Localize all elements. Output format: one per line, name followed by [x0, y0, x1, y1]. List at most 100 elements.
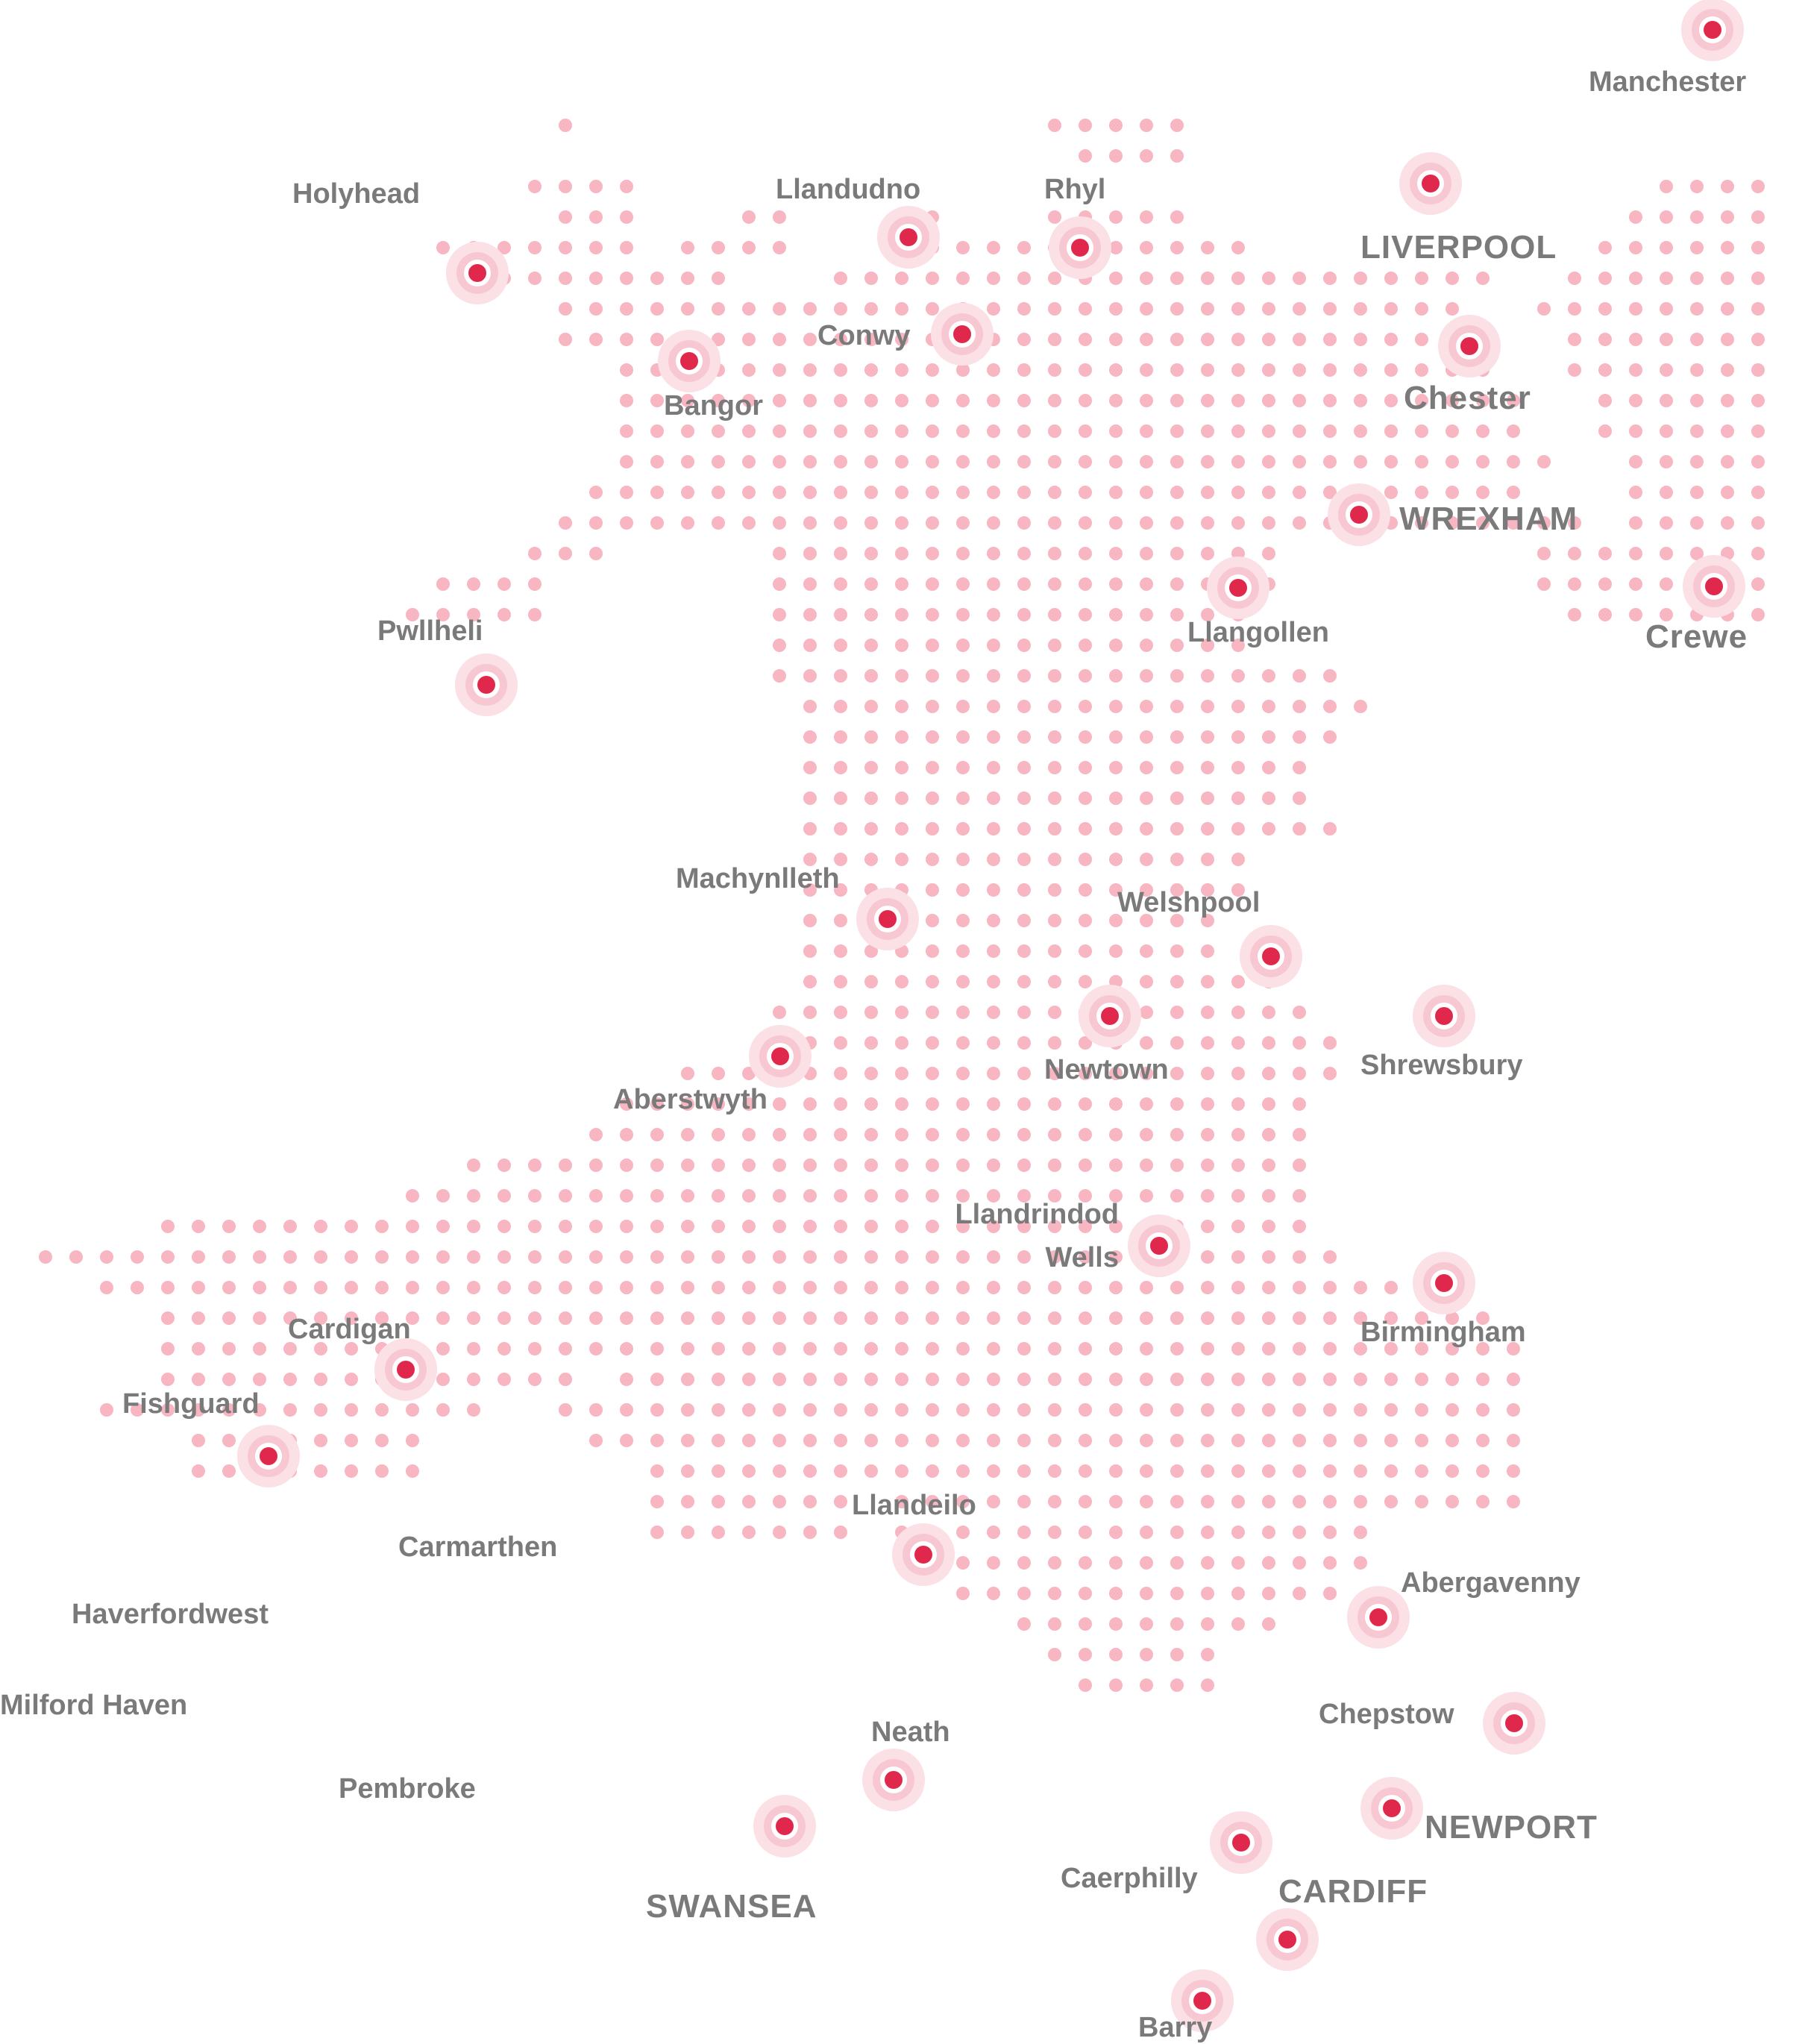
- map-dot: [1384, 302, 1398, 316]
- map-dot: [1201, 394, 1214, 407]
- map-dot: [803, 1464, 817, 1478]
- llandudno-marker[interactable]: [877, 206, 940, 269]
- map-dot: [1293, 1373, 1306, 1386]
- map-dot: [987, 363, 1000, 377]
- map-dot: [803, 669, 817, 683]
- map-dot: [1017, 1220, 1031, 1233]
- map-dot: [1079, 1373, 1092, 1386]
- map-dot: [773, 1220, 786, 1233]
- map-dot: [926, 1342, 939, 1355]
- map-dot: [1017, 302, 1031, 316]
- map-dot: [1048, 1128, 1061, 1141]
- map-dot: [1384, 1403, 1398, 1417]
- map-dot: [803, 1220, 817, 1233]
- map-dot: [773, 1128, 786, 1141]
- map-dot: [1660, 486, 1673, 499]
- caerphilly-marker[interactable]: [1210, 1811, 1272, 1874]
- wrexham-marker[interactable]: [1328, 483, 1390, 546]
- cardiff-marker[interactable]: [1256, 1908, 1319, 1971]
- map-dot: [1017, 669, 1031, 683]
- map-dot: [1079, 975, 1092, 988]
- map-dot: [681, 1403, 694, 1417]
- map-dot: [620, 1281, 633, 1294]
- map-dot: [895, 1159, 908, 1172]
- chester-marker[interactable]: [1438, 315, 1501, 377]
- neath-marker[interactable]: [862, 1749, 925, 1811]
- map-dot: [803, 914, 817, 927]
- llandrindod-marker[interactable]: [1128, 1214, 1190, 1277]
- map-dot: [1384, 1342, 1398, 1355]
- map-dot: [1537, 302, 1551, 316]
- map-dot: [406, 1403, 419, 1417]
- map-dot: [926, 1434, 939, 1447]
- map-dot: [1017, 486, 1031, 499]
- swansea-marker[interactable]: [753, 1795, 816, 1858]
- map-dot: [926, 1281, 939, 1294]
- map-dot: [1170, 853, 1184, 866]
- rhyl-label: Rhyl: [1044, 174, 1105, 205]
- rhyl-marker[interactable]: [1049, 216, 1111, 279]
- chepstow-marker[interactable]: [1483, 1692, 1545, 1755]
- holyhead-marker[interactable]: [446, 242, 509, 304]
- carmarthen-label: Carmarthen: [398, 1532, 557, 1563]
- map-dot: [1201, 1006, 1214, 1019]
- map-dot: [1323, 669, 1337, 683]
- map-dot: [987, 1556, 1000, 1570]
- shrewsbury-marker[interactable]: [1413, 985, 1475, 1047]
- map-dot: [803, 1189, 817, 1203]
- map-dot: [1446, 1342, 1459, 1355]
- abergavenny-marker[interactable]: [1347, 1586, 1410, 1649]
- conwy-marker[interactable]: [931, 303, 994, 366]
- map-dot: [1721, 333, 1734, 346]
- llangollen-marker[interactable]: [1207, 557, 1269, 619]
- llandeilo-marker[interactable]: [892, 1523, 955, 1586]
- map-dot: [895, 1067, 908, 1080]
- map-dot: [1017, 577, 1031, 591]
- map-dot: [1140, 241, 1153, 254]
- map-dot: [436, 1373, 450, 1386]
- cardigan-marker[interactable]: [374, 1338, 437, 1401]
- liverpool-marker[interactable]: [1399, 152, 1462, 215]
- map-dot: [803, 700, 817, 713]
- map-dot: [1201, 1311, 1214, 1325]
- fishguard-marker[interactable]: [237, 1425, 300, 1487]
- manchester-marker[interactable]: [1681, 0, 1744, 61]
- map-dot: [1384, 1464, 1398, 1478]
- map-dot: [1721, 272, 1734, 285]
- map-dot: [1262, 700, 1275, 713]
- map-dot: [1201, 455, 1214, 468]
- map-dot: [681, 424, 694, 438]
- map-dot: [1293, 1006, 1306, 1019]
- map-dot: [864, 1464, 878, 1478]
- map-dot: [956, 1036, 970, 1050]
- map-dot: [589, 241, 603, 254]
- barry-marker[interactable]: [1171, 1969, 1234, 2032]
- newport-marker[interactable]: [1360, 1777, 1423, 1840]
- map-dot: [895, 1281, 908, 1294]
- pwllheli-marker[interactable]: [455, 653, 518, 716]
- map-dot: [1507, 1342, 1520, 1355]
- map-dot: [1140, 149, 1153, 163]
- map-dot: [1201, 822, 1214, 836]
- map-dot: [406, 1250, 419, 1264]
- map-dot: [559, 547, 572, 560]
- map-dot: [956, 272, 970, 285]
- map-dot: [559, 1189, 572, 1203]
- map-dot: [1201, 1556, 1214, 1570]
- map-dot: [1109, 1373, 1123, 1386]
- machynlleth-marker[interactable]: [856, 888, 919, 950]
- birmingham-marker[interactable]: [1413, 1252, 1475, 1314]
- map-dot: [1170, 1526, 1184, 1539]
- map-dot: [864, 791, 878, 805]
- newtown-marker[interactable]: [1079, 985, 1141, 1047]
- map-dot: [956, 1587, 970, 1600]
- aberystwyth-marker[interactable]: [749, 1025, 812, 1088]
- map-dot: [681, 486, 694, 499]
- map-dot: [803, 577, 817, 591]
- map-dot: [1140, 1159, 1153, 1172]
- bangor-marker[interactable]: [658, 330, 721, 392]
- welshpool-marker[interactable]: [1240, 925, 1302, 988]
- map-dot: [742, 241, 756, 254]
- crewe-marker[interactable]: [1683, 555, 1745, 618]
- map-dot: [926, 1495, 939, 1508]
